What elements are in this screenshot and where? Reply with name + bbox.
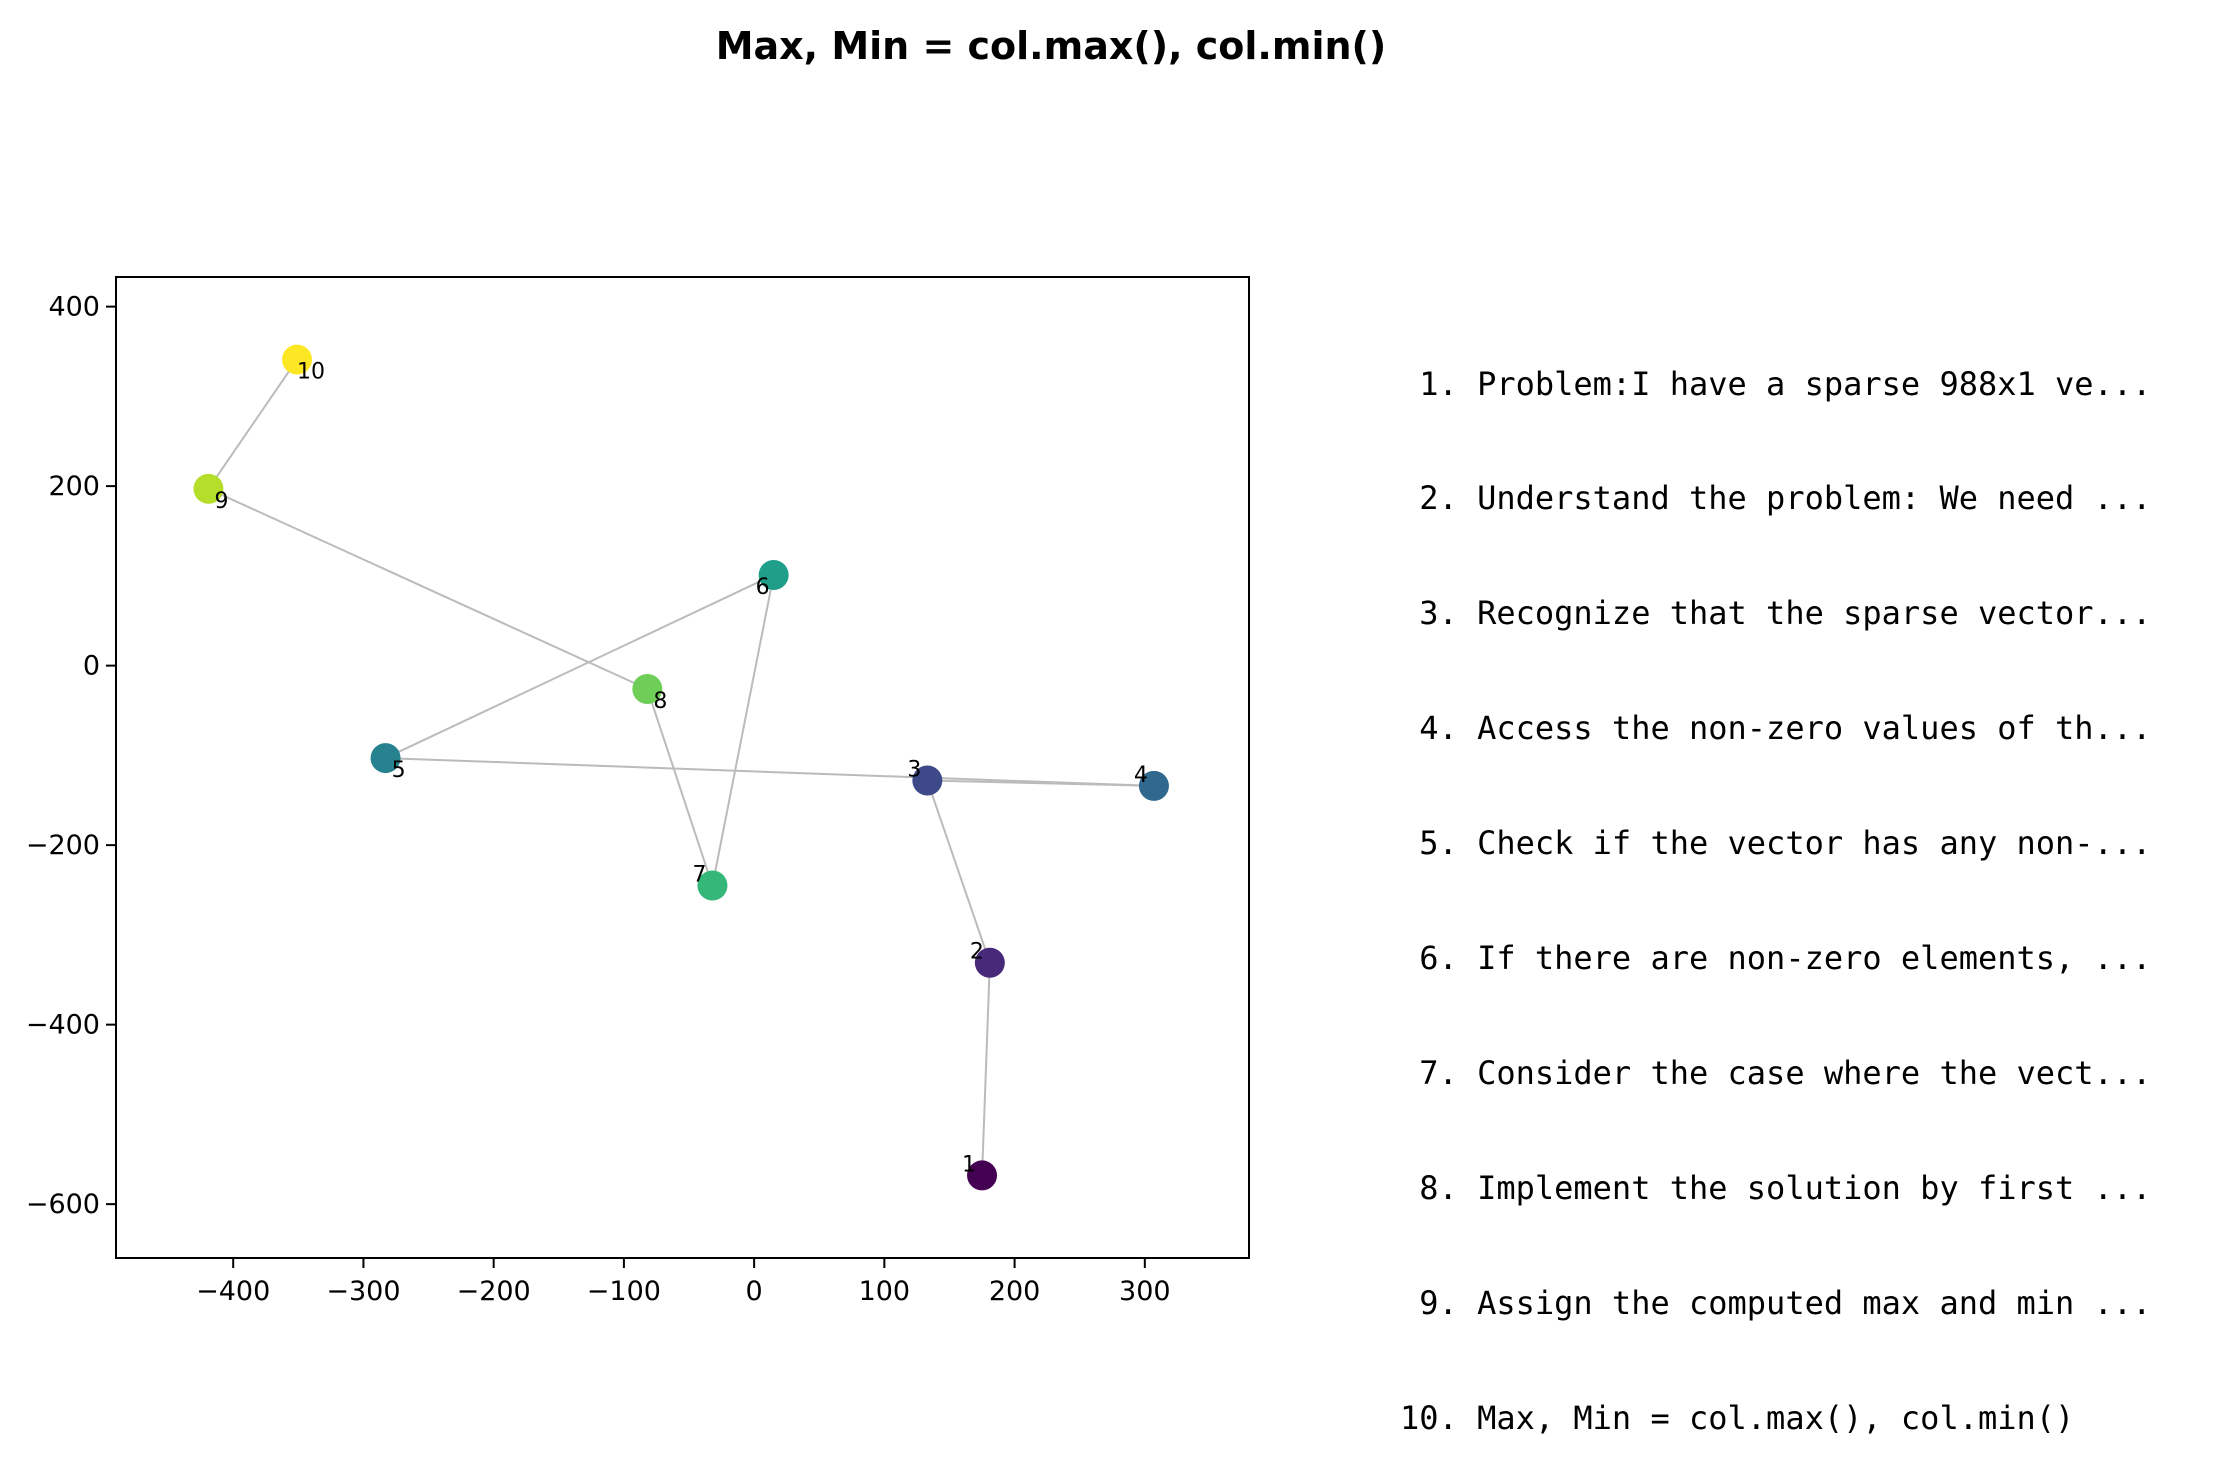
point-label: 6 <box>756 575 770 600</box>
data-point <box>697 870 728 901</box>
x-tick-label: −400 <box>196 1276 270 1307</box>
data-point <box>912 765 943 796</box>
x-axis: −400 −300 −200 −100 0 100 200 300 <box>196 1258 1171 1307</box>
data-point <box>967 1160 998 1191</box>
x-tick-label: −200 <box>457 1276 531 1307</box>
step-item: 9. Assign the computed max and min ... <box>1400 1283 2152 1322</box>
connection-line <box>711 574 775 886</box>
connection-line <box>981 962 991 1176</box>
point-label: 9 <box>214 489 228 514</box>
x-tick-label: 300 <box>1119 1276 1171 1307</box>
point-label: 10 <box>297 360 325 385</box>
step-item: 1. Problem:I have a sparse 988x1 ve... <box>1400 364 2152 403</box>
point-labels: 1 2 3 4 5 6 7 8 9 10 <box>214 360 1147 1178</box>
connection-line <box>385 757 1154 787</box>
x-tick-label: −100 <box>587 1276 661 1307</box>
y-axis: −600 −400 −200 0 200 400 <box>26 292 116 1220</box>
data-point <box>370 743 401 774</box>
connection-line <box>208 487 648 690</box>
y-tick-label: 200 <box>48 471 100 502</box>
y-tick-label: −200 <box>26 830 100 861</box>
data-point <box>282 344 313 375</box>
step-item: 4. Access the non-zero values of th... <box>1400 709 2152 748</box>
chart-title: Max, Min = col.max(), col.min() <box>715 24 1387 68</box>
data-point <box>193 473 224 504</box>
data-point <box>758 559 789 590</box>
connection-line <box>207 359 298 490</box>
data-points <box>193 344 1169 1191</box>
connection-lines <box>207 359 1154 1176</box>
point-label: 1 <box>962 1152 976 1177</box>
y-tick-label: 0 <box>83 651 100 682</box>
point-label: 5 <box>392 758 406 783</box>
scatter-plot: 1 2 3 4 5 6 7 8 9 10 −400 −300 −200 −100 0 100 200 300 −… <box>26 276 1250 1307</box>
step-item: 10. Max, Min = col.max(), col.min() <box>1400 1398 2075 1437</box>
step-item: 5. Check if the vector has any non-... <box>1400 824 2152 863</box>
data-point <box>1138 770 1169 801</box>
x-tick-label: 0 <box>746 1276 763 1307</box>
y-tick-label: 400 <box>48 292 100 323</box>
point-label: 7 <box>692 863 706 888</box>
connection-line <box>385 574 775 759</box>
connection-line <box>926 780 991 964</box>
step-item: 7. Consider the case where the vect... <box>1400 1053 2152 1092</box>
plot-frame <box>115 276 1250 1259</box>
steps-list: 1. Problem:I have a sparse 988x1 ve... 2… <box>1400 288 2151 1475</box>
step-item: 8. Implement the solution by first ... <box>1400 1168 2152 1207</box>
point-label: 4 <box>1134 763 1148 788</box>
step-item: 2. Understand the problem: We need ... <box>1400 479 2152 518</box>
point-label: 3 <box>907 758 921 783</box>
connection-line <box>646 688 714 886</box>
x-tick-label: −300 <box>326 1276 400 1307</box>
y-tick-label: −400 <box>26 1010 100 1041</box>
point-label: 8 <box>653 689 667 714</box>
data-point <box>632 673 663 704</box>
data-point <box>974 947 1005 978</box>
point-label: 2 <box>970 940 984 965</box>
x-tick-label: 200 <box>989 1276 1041 1307</box>
y-tick-label: −600 <box>26 1189 100 1220</box>
x-tick-label: 100 <box>859 1276 911 1307</box>
step-item: 6. If there are non-zero elements, ... <box>1400 939 2152 978</box>
step-item: 3. Recognize that the sparse vector... <box>1400 594 2152 633</box>
